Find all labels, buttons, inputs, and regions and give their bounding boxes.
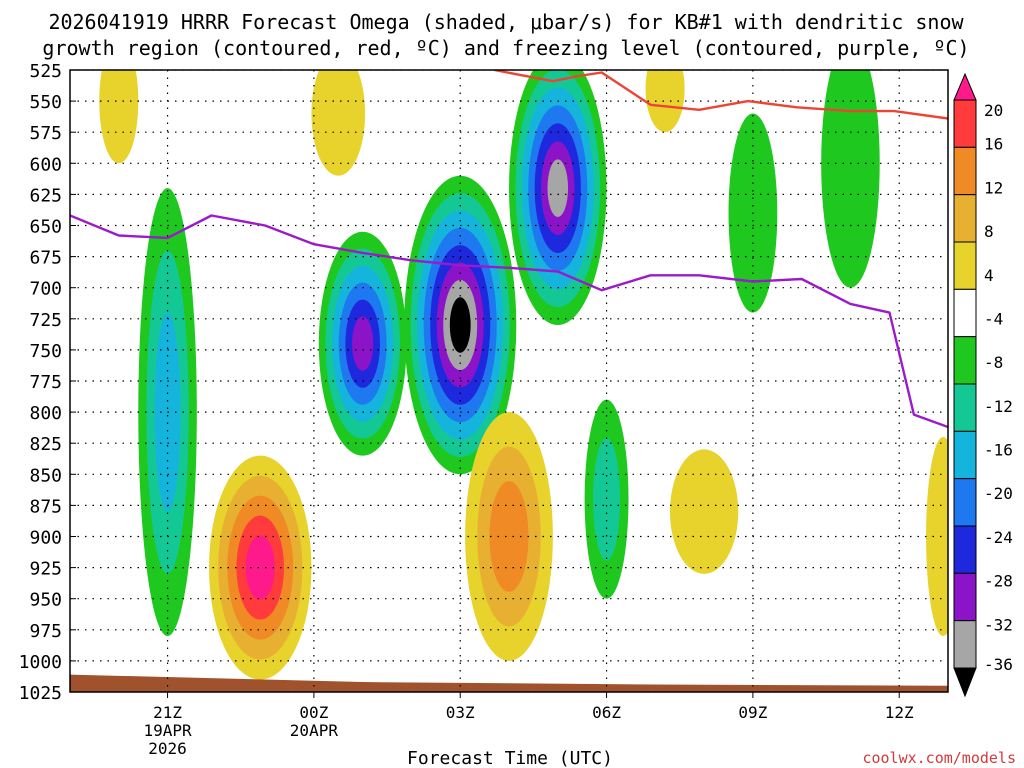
y-tick-label: 700 [29, 279, 62, 300]
colorbar-bottom-arrow [953, 667, 977, 698]
y-tick-label: 975 [29, 621, 62, 642]
y-tick-label: 750 [29, 341, 62, 362]
colorbar-label: 16 [984, 135, 1003, 154]
x-axis-label: Forecast Time (UTC) [407, 748, 613, 768]
colorbar-swatch [953, 383, 977, 432]
chart-title-line1: 2026041919 HRRR Forecast Omega (shaded, … [48, 10, 964, 34]
y-tick-label: 925 [29, 559, 62, 580]
y-tick-label: 725 [29, 310, 62, 331]
omega-contour-feature-2-level-5 [352, 316, 374, 371]
x-tick-label: 09Z [738, 703, 767, 722]
omega-contour-feature-9-level-0 [99, 70, 139, 164]
x-tick-date: 20APR [290, 721, 339, 740]
colorbar-label: -12 [984, 397, 1013, 416]
colorbar-swatch [953, 194, 977, 243]
colorbar-label: 12 [984, 178, 1003, 197]
y-tick-label: 950 [29, 590, 62, 611]
colorbar-swatch [953, 241, 977, 290]
site-credit: coolwx.com/models [862, 749, 1016, 767]
y-tick-label: 900 [29, 528, 62, 549]
colorbar-label: 20 [984, 101, 1003, 120]
y-tick-label: 1000 [19, 652, 62, 673]
colorbar-label: -20 [984, 484, 1013, 503]
omega-contour-feature-13-level-0 [926, 437, 948, 636]
omega-contour-feature-1-level-6 [547, 159, 569, 217]
y-tick-label: 850 [29, 465, 62, 486]
colorbar-label: -8 [984, 353, 1003, 372]
omega-contour-feature-5-level-2 [489, 481, 529, 592]
x-tick-label: 00Z [299, 703, 328, 722]
y-tick-label: 825 [29, 434, 62, 455]
colorbar-label: -24 [984, 528, 1013, 547]
colorbar-swatch [953, 525, 977, 574]
y-tick-label: 625 [29, 185, 62, 206]
y-tick-label: 1025 [19, 683, 62, 704]
omega-contour-feature-11-level-0 [645, 70, 685, 133]
omega-contour-feature-10-level-0 [311, 70, 366, 176]
x-tick-label: 03Z [446, 703, 475, 722]
freezing-level-contour [70, 214, 948, 429]
y-tick-label: 650 [29, 217, 62, 238]
colorbar-label: -36 [984, 655, 1013, 674]
y-tick-label: 775 [29, 372, 62, 393]
colorbar-swatch [953, 288, 977, 338]
omega-contour-feature-6-level-1 [593, 437, 621, 561]
colorbar-label: -32 [984, 615, 1013, 634]
colorbar-swatch [953, 146, 977, 196]
y-tick-label: 675 [29, 248, 62, 269]
colorbar-swatch [953, 620, 977, 669]
colorbar-swatch [953, 99, 977, 148]
y-tick-label: 800 [29, 403, 62, 424]
x-tick-date: 19APR [143, 721, 192, 740]
colorbar-swatch [953, 572, 977, 622]
x-tick-label: 06Z [592, 703, 621, 722]
y-tick-label: 875 [29, 496, 62, 517]
x-tick-label: 21Z [153, 703, 182, 722]
x-tick-year: 2026 [148, 739, 187, 758]
colorbar-swatch [953, 430, 977, 480]
omega-contour-feature-12-level-0 [669, 449, 739, 574]
y-tick-label: 600 [29, 154, 62, 175]
omega-contour-feature-4-level-4 [245, 535, 275, 600]
dendritic-growth-contour [494, 70, 948, 120]
terrain-surface [70, 674, 948, 692]
colorbar-label: -28 [984, 572, 1013, 591]
colorbar-label: 4 [984, 266, 994, 285]
colorbar-swatch [953, 336, 977, 385]
y-tick-label: 550 [29, 92, 62, 113]
colorbar-label: -4 [984, 309, 1003, 328]
y-tick-label: 575 [29, 123, 62, 144]
colorbar-label: 8 [984, 222, 994, 241]
colorbar-top-arrow [953, 72, 977, 101]
colorbar-label: -16 [984, 441, 1013, 460]
chart-title-line2: growth region (contoured, red, ºC) and f… [42, 36, 969, 60]
plot-frame [69, 69, 949, 693]
y-tick-label: 525 [29, 61, 62, 82]
omega-contour-feature-8-level-0 [821, 70, 880, 288]
x-tick-label: 12Z [885, 703, 914, 722]
colorbar-swatch [953, 478, 977, 527]
